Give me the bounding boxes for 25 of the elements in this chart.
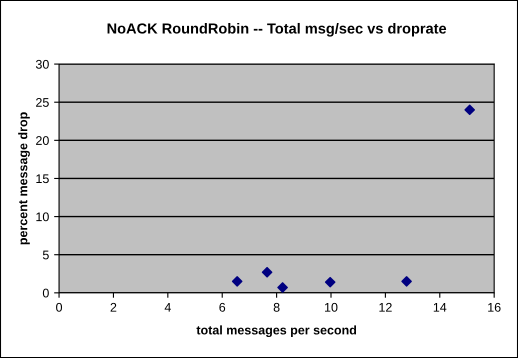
y-axis-title: percent message drop <box>18 112 30 244</box>
y-tick-label: 25 <box>36 98 49 107</box>
x-tick-label: 4 <box>164 303 171 312</box>
chart-title: NoACK RoundRobin -- Total msg/sec vs droprate <box>108 22 446 37</box>
point <box>324 276 336 288</box>
point <box>262 266 272 278</box>
x-tick-label: 16 <box>488 302 501 312</box>
point <box>401 276 412 287</box>
point <box>277 282 288 293</box>
x-tick-label: 14 <box>434 303 446 312</box>
x-tick-label: 2 <box>110 302 116 312</box>
x-tick-label: 6 <box>219 302 226 312</box>
x-tick-label: 10 <box>325 302 338 312</box>
y-tick-label: 15 <box>36 174 49 184</box>
y-tick-label: 5 <box>42 250 49 260</box>
x-tick-label: 8 <box>274 302 280 312</box>
y-tick-label: 20 <box>36 136 49 145</box>
point <box>232 276 242 287</box>
y-tick-label: 30 <box>36 60 49 69</box>
x-tick-label: 12 <box>379 302 392 312</box>
y-tick-label: 0 <box>42 288 49 298</box>
x-tick-label: 0 <box>56 302 62 312</box>
x-axis-title: total messages per second <box>196 325 356 338</box>
point <box>464 104 475 116</box>
y-tick-label: 10 <box>36 212 49 222</box>
